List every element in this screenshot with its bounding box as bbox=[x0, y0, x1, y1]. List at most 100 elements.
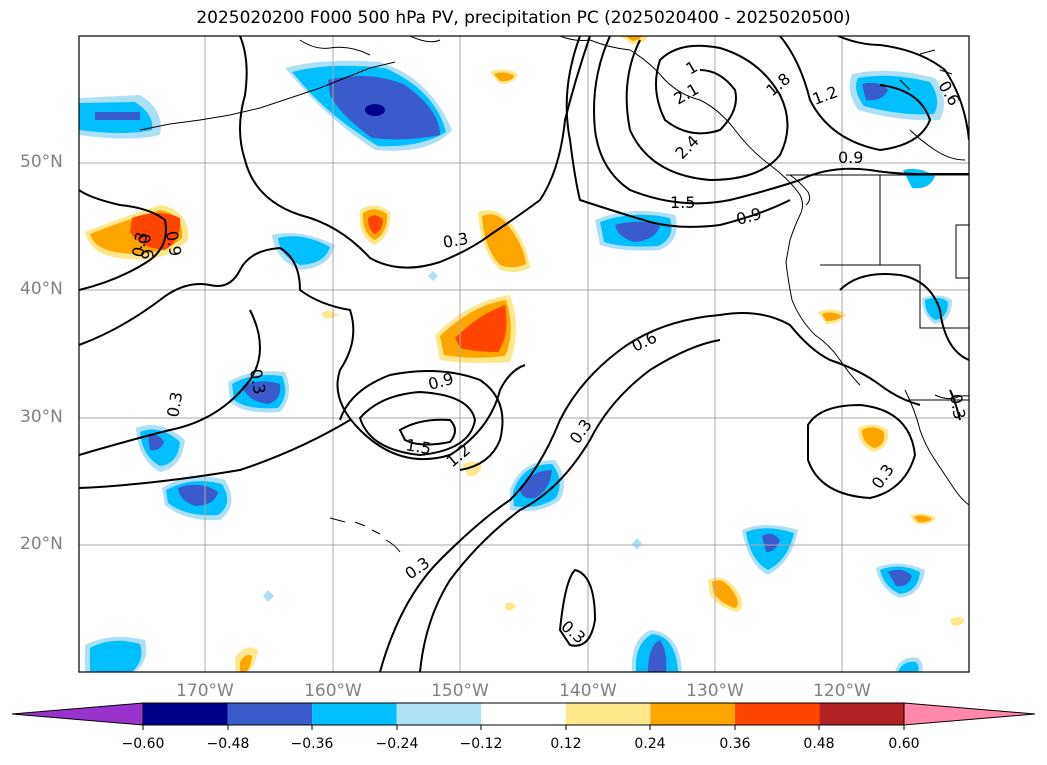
shade-neg4 bbox=[365, 104, 385, 116]
contour-south-isolated bbox=[558, 568, 597, 647]
contour-label: 0.9 bbox=[426, 369, 456, 394]
mexico-coast bbox=[934, 394, 969, 400]
shade-neg2 bbox=[90, 640, 142, 672]
shade-neg3 bbox=[178, 484, 218, 506]
colorbar-tick-label: −0.12 bbox=[459, 736, 503, 752]
colorbar-box bbox=[819, 703, 904, 725]
contour-east-closed bbox=[807, 403, 917, 500]
shade-neg3 bbox=[648, 640, 667, 672]
baja-coast bbox=[904, 389, 969, 506]
shade-pos1 bbox=[950, 617, 965, 626]
contour-label: 0.6 bbox=[134, 232, 157, 260]
contour-label: 0.9 bbox=[162, 229, 185, 257]
contour-label: 0.3 bbox=[566, 416, 596, 448]
contour-label: 0.3 bbox=[128, 230, 151, 258]
shade-pos3 bbox=[455, 305, 507, 352]
shade-neg1 bbox=[632, 538, 642, 550]
colorbar-box bbox=[143, 703, 228, 725]
contour-06-main bbox=[565, 36, 791, 228]
contour-09-south bbox=[339, 370, 504, 471]
contour-label: 0.3 bbox=[441, 229, 469, 252]
colorbar-tick-label: −0.48 bbox=[206, 736, 250, 752]
shade-neg3 bbox=[95, 112, 140, 120]
lat-label: 30°N bbox=[20, 407, 63, 427]
map-title: 2025020200 F000 500 hPa PV, precipitatio… bbox=[196, 8, 851, 28]
lon-label: 130°W bbox=[686, 681, 744, 701]
shade-pos2 bbox=[626, 36, 642, 41]
contour-label: 2.4 bbox=[671, 131, 702, 162]
shade-neg3 bbox=[762, 533, 780, 552]
contour-label: 1.8 bbox=[762, 69, 794, 100]
contour-03-south bbox=[419, 339, 721, 672]
bc-coast bbox=[785, 194, 861, 386]
contour-label: 0.3 bbox=[246, 367, 269, 395]
hawaii bbox=[329, 517, 401, 553]
shade-neg1 bbox=[263, 590, 274, 602]
contour-closed-15 bbox=[358, 390, 477, 457]
shade-neg2 bbox=[898, 661, 919, 672]
contour-03-west bbox=[79, 189, 167, 291]
colorbar-box bbox=[650, 703, 735, 725]
shade-neg3 bbox=[242, 381, 281, 404]
alaska-coast bbox=[299, 36, 801, 196]
colorbar-box bbox=[312, 703, 397, 725]
colorbar-box bbox=[227, 703, 313, 725]
shade-neg2 bbox=[903, 168, 935, 189]
pv-contours bbox=[79, 36, 969, 672]
shade-pos2 bbox=[482, 214, 526, 268]
lat-label: 20°N bbox=[20, 534, 63, 554]
lat-label: 50°N bbox=[20, 152, 63, 172]
contour-label: 0.3 bbox=[401, 553, 433, 583]
colorbar-tick-label: −0.60 bbox=[121, 736, 165, 752]
shade-neg3 bbox=[148, 434, 164, 451]
contour-06-ne bbox=[837, 36, 969, 141]
contour-low-lat bbox=[79, 309, 351, 489]
lat-label: 40°N bbox=[20, 279, 63, 299]
colorbar-ticks bbox=[142, 725, 905, 730]
contour-label-layer: 1 2.1 2.4 1.8 1.2 0.6 0.9 1.5 0.9 0.3 0.… bbox=[128, 57, 969, 648]
colorbar-box bbox=[734, 703, 820, 725]
contour-right-03 bbox=[949, 389, 961, 421]
lon-label: 120°W bbox=[813, 681, 871, 701]
vancouver-island bbox=[789, 174, 811, 206]
shade-neg1 bbox=[428, 271, 438, 281]
colorbar-tick-label: −0.36 bbox=[290, 736, 334, 752]
colorbar-boxes bbox=[143, 703, 904, 725]
shade-pos2 bbox=[822, 312, 842, 321]
lon-label: 150°W bbox=[431, 681, 489, 701]
shade-pos3 bbox=[368, 215, 383, 234]
shade-pos2 bbox=[712, 580, 738, 608]
shading-layer bbox=[79, 36, 965, 672]
shade-pos1 bbox=[322, 310, 338, 319]
contour-label: 0.3 bbox=[163, 390, 186, 418]
shade-pos2 bbox=[862, 427, 885, 448]
colorbar-tick-label: 0.48 bbox=[803, 736, 835, 752]
lon-label: 170°W bbox=[176, 681, 234, 701]
contour-label: 0.6 bbox=[629, 328, 660, 356]
colorbar-tick-label: 0.24 bbox=[634, 736, 666, 752]
lon-label: 140°W bbox=[559, 681, 617, 701]
contour-label: 1.2 bbox=[810, 82, 840, 109]
contour-label: 0.9 bbox=[838, 148, 863, 167]
gridlines bbox=[79, 36, 969, 672]
colorbar-tick-label: 0.60 bbox=[888, 736, 920, 752]
lon-label: 160°W bbox=[304, 681, 362, 701]
colorbar-extend-high bbox=[903, 702, 1036, 726]
contour-east-06 bbox=[839, 273, 969, 361]
contour-label: 1 bbox=[683, 57, 701, 79]
contour-mid-lat bbox=[79, 246, 526, 461]
shade-pos3 bbox=[130, 213, 181, 250]
map-frame bbox=[78, 35, 970, 673]
contour-label: 1.5 bbox=[404, 435, 432, 458]
shade-pos1 bbox=[505, 602, 516, 611]
contour-09-upper bbox=[593, 36, 969, 205]
shade-neg3 bbox=[520, 470, 552, 499]
map-area: 1 2.1 2.4 1.8 1.2 0.6 0.9 1.5 0.9 0.3 0.… bbox=[79, 36, 969, 672]
contour-label: 0.9 bbox=[734, 204, 764, 229]
contour-label: 1.5 bbox=[670, 193, 695, 212]
aleutian-chain bbox=[139, 61, 396, 131]
contour-03-main bbox=[239, 36, 591, 269]
shade-pos2 bbox=[240, 654, 252, 672]
colorbar-box bbox=[565, 703, 651, 725]
